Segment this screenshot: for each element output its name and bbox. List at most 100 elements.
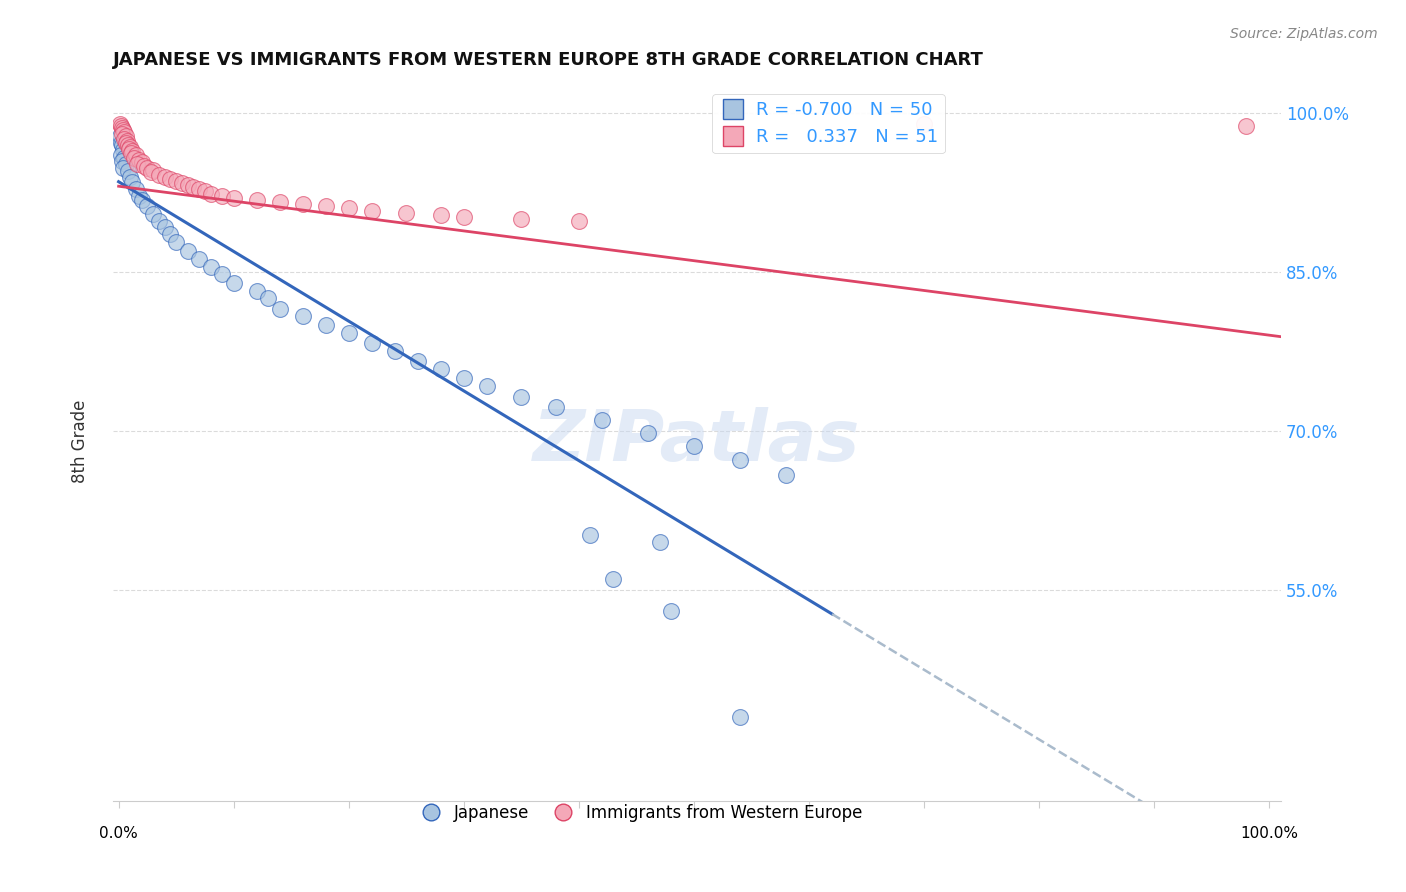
Point [125, 148, 148, 162]
Point [112, 131, 135, 145]
Point [315, 199, 337, 213]
Point [1236, 119, 1258, 133]
Point [118, 142, 141, 156]
Point [142, 207, 165, 221]
Point [337, 202, 360, 216]
Point [315, 318, 337, 332]
Point [115, 134, 138, 148]
Point [131, 193, 153, 207]
Point [139, 165, 162, 179]
Point [269, 301, 291, 316]
Point [159, 171, 181, 186]
Point [112, 161, 135, 176]
Point [510, 212, 533, 227]
Point [291, 197, 314, 211]
Point [121, 145, 143, 159]
Point [430, 362, 453, 376]
Point [136, 161, 159, 176]
Point [120, 146, 142, 161]
Point [117, 137, 139, 152]
Point [453, 371, 475, 385]
Point [111, 137, 134, 152]
Point [183, 180, 205, 194]
Point [337, 326, 360, 341]
Point [153, 169, 176, 184]
Point [165, 235, 187, 250]
Point [194, 185, 217, 199]
Point [111, 128, 134, 142]
Point [291, 310, 314, 324]
Point [222, 276, 245, 290]
Point [111, 153, 134, 168]
Point [148, 214, 170, 228]
Point [211, 188, 233, 202]
Point [112, 123, 135, 137]
Point [544, 401, 567, 415]
Text: Source: ZipAtlas.com: Source: ZipAtlas.com [1230, 27, 1378, 41]
Point [453, 210, 475, 224]
Point [117, 164, 139, 178]
Point [211, 267, 233, 281]
Point [200, 186, 222, 201]
Point [112, 125, 135, 139]
Point [132, 159, 155, 173]
Point [568, 214, 591, 228]
Point [108, 117, 131, 131]
Point [170, 176, 193, 190]
Point [912, 117, 935, 131]
Point [125, 182, 148, 196]
Point [579, 527, 602, 541]
Point [136, 199, 159, 213]
Point [112, 151, 135, 165]
Point [110, 119, 132, 133]
Point [602, 572, 624, 586]
Point [128, 188, 150, 202]
Point [176, 178, 198, 193]
Point [246, 284, 269, 298]
Point [728, 709, 751, 723]
Point [114, 136, 136, 150]
Point [165, 174, 187, 188]
Point [153, 220, 176, 235]
Point [659, 604, 682, 618]
Point [269, 195, 291, 210]
Point [120, 169, 142, 184]
Point [112, 143, 135, 157]
Text: JAPANESE VS IMMIGRANTS FROM WESTERN EUROPE 8TH GRADE CORRELATION CHART: JAPANESE VS IMMIGRANTS FROM WESTERN EURO… [112, 51, 984, 69]
Point [637, 425, 659, 440]
Point [200, 260, 222, 274]
Point [683, 439, 706, 453]
Point [108, 129, 131, 144]
Point [188, 182, 211, 196]
Point [510, 390, 533, 404]
Point [131, 154, 153, 169]
Point [257, 292, 280, 306]
Y-axis label: 8th Grade: 8th Grade [72, 400, 89, 483]
Point [142, 163, 165, 178]
Point [159, 227, 181, 241]
Point [114, 129, 136, 144]
Point [360, 203, 382, 218]
Point [122, 151, 145, 165]
Point [176, 244, 198, 258]
Point [395, 205, 418, 219]
Point [360, 335, 382, 350]
Point [110, 136, 132, 150]
Point [648, 535, 671, 549]
Point [128, 153, 150, 167]
Point [110, 148, 132, 162]
Point [246, 193, 269, 207]
Point [188, 252, 211, 267]
Point [114, 157, 136, 171]
Point [120, 140, 142, 154]
Point [475, 379, 498, 393]
Point [728, 453, 751, 467]
Point [222, 191, 245, 205]
Point [111, 120, 134, 135]
Point [384, 344, 406, 359]
Point [775, 468, 797, 483]
Text: 100.0%: 100.0% [1240, 826, 1299, 841]
Point [148, 168, 170, 182]
Point [430, 208, 453, 222]
Point [125, 157, 148, 171]
